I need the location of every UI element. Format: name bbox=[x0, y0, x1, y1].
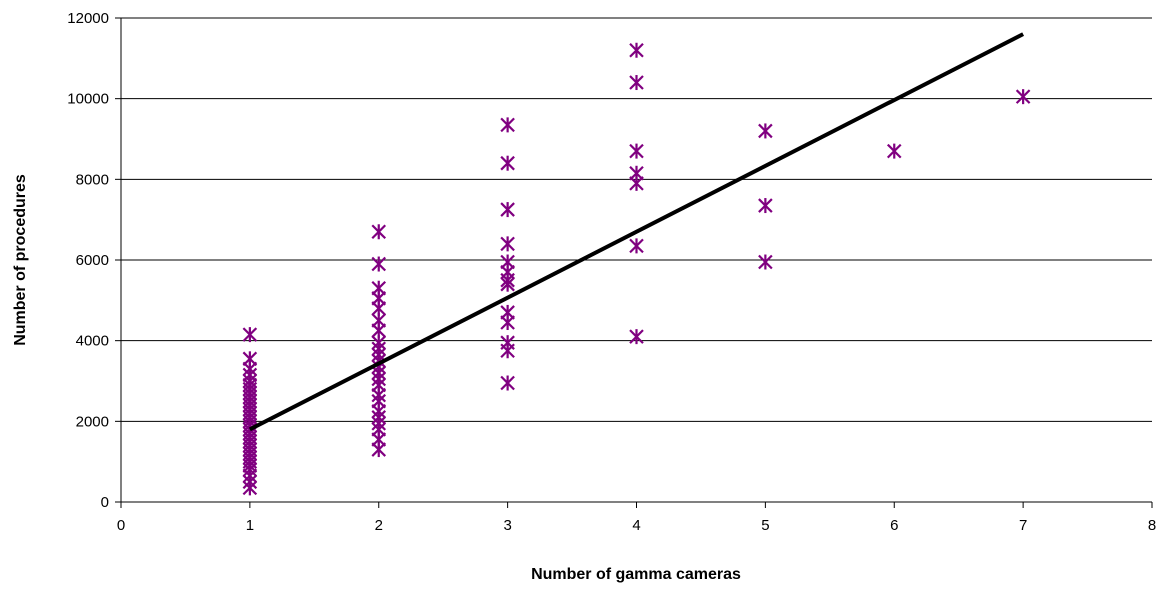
y-axis-title: Number of procedures bbox=[12, 174, 29, 346]
data-point bbox=[758, 198, 773, 214]
y-tick-label: 10000 bbox=[67, 91, 109, 108]
data-point bbox=[500, 117, 515, 133]
data-point bbox=[758, 123, 773, 139]
data-point bbox=[629, 75, 644, 91]
y-tick-label: 12000 bbox=[67, 10, 109, 27]
y-tick-label: 6000 bbox=[76, 252, 109, 269]
y-tick-label: 4000 bbox=[76, 333, 109, 350]
x-tick-label: 5 bbox=[761, 517, 769, 534]
x-tick-label: 0 bbox=[117, 517, 125, 534]
y-tick-label: 0 bbox=[101, 494, 109, 511]
data-point bbox=[629, 329, 644, 345]
data-point bbox=[371, 256, 387, 272]
data-point bbox=[371, 442, 387, 458]
x-tick-label: 8 bbox=[1148, 517, 1156, 534]
y-tick-label: 2000 bbox=[76, 413, 109, 430]
trend-line-group bbox=[248, 32, 1025, 432]
x-axis-title: Number of gamma cameras bbox=[531, 566, 741, 583]
data-point bbox=[629, 42, 644, 58]
data-point bbox=[500, 202, 515, 218]
x-tick-label: 7 bbox=[1019, 517, 1027, 534]
data-point bbox=[371, 224, 387, 240]
data-point bbox=[629, 175, 644, 191]
x-tick-label: 4 bbox=[632, 517, 640, 534]
data-point bbox=[500, 315, 515, 331]
data-point bbox=[500, 343, 515, 359]
data-point bbox=[500, 155, 515, 171]
data-points bbox=[242, 42, 1031, 496]
data-point bbox=[500, 375, 515, 391]
x-tick-label: 2 bbox=[375, 517, 383, 534]
trend-line bbox=[248, 32, 1025, 432]
x-tick-labels: 0 1 2 3 4 5 6 7 8 bbox=[117, 517, 1156, 534]
data-point bbox=[242, 480, 258, 496]
data-point bbox=[629, 238, 644, 254]
x-tick-label: 6 bbox=[890, 517, 898, 534]
data-point bbox=[758, 254, 773, 270]
x-tick-label: 3 bbox=[503, 517, 511, 534]
y-tick-label: 8000 bbox=[76, 171, 109, 188]
axes bbox=[115, 17, 1153, 508]
y-tick-labels: 0 2000 4000 6000 8000 10000 12000 bbox=[67, 10, 109, 511]
data-point bbox=[1015, 89, 1031, 105]
data-point bbox=[500, 236, 515, 252]
data-point bbox=[629, 143, 644, 159]
data-point bbox=[886, 143, 902, 159]
x-tick-label: 1 bbox=[246, 517, 254, 534]
data-point bbox=[500, 276, 515, 292]
grid-lines bbox=[121, 17, 1152, 422]
data-point bbox=[242, 327, 258, 343]
